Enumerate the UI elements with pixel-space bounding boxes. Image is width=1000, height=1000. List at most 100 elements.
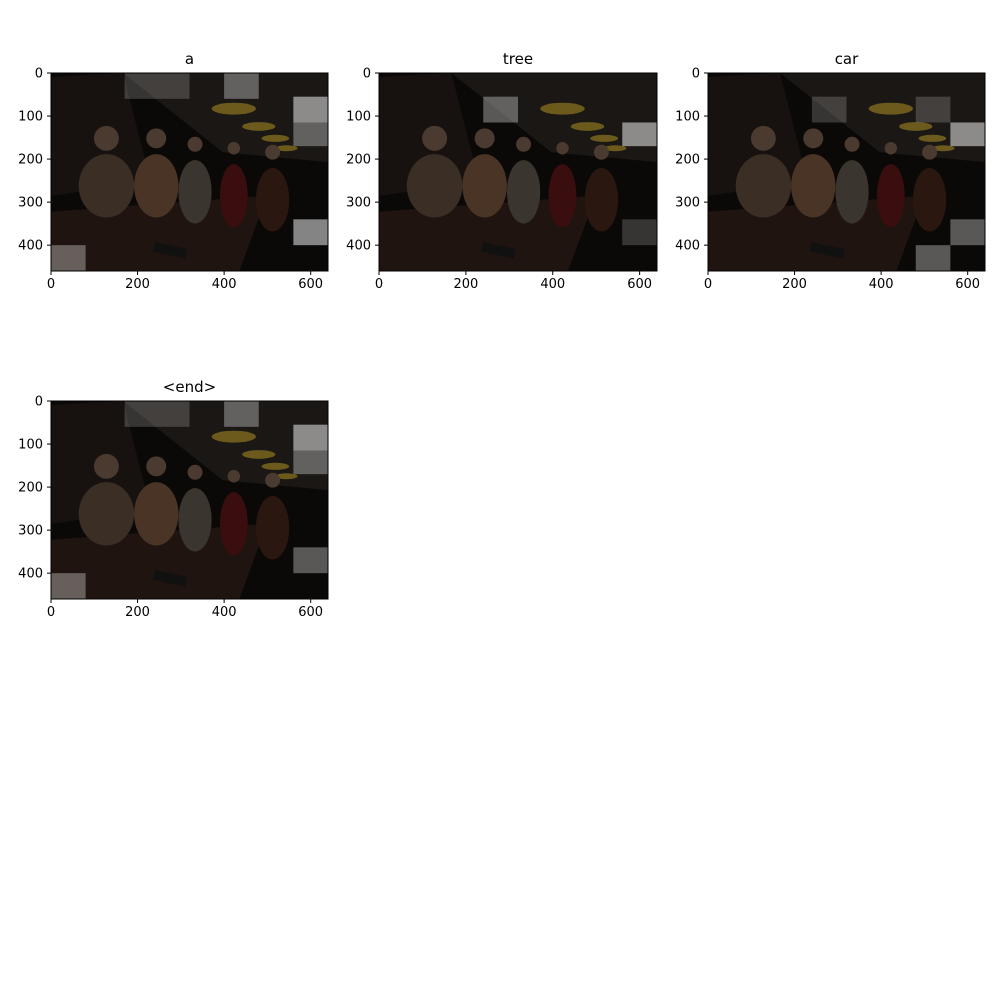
x-tick-label: 400 <box>540 277 565 292</box>
person-body <box>791 154 836 218</box>
x-tick-label: 600 <box>298 277 323 292</box>
ceiling-lamp <box>211 102 256 115</box>
y-tick-label: 400 <box>346 239 371 254</box>
attention-highlight <box>124 401 190 427</box>
ceiling-lamp <box>275 145 298 152</box>
attention-highlight <box>293 547 328 574</box>
person-body <box>835 160 869 224</box>
y-tick-label: 0 <box>692 67 700 82</box>
person-body <box>548 164 577 228</box>
y-tick-label: 100 <box>346 110 371 125</box>
y-tick-label: 400 <box>675 239 700 254</box>
attention-highlight <box>124 73 190 99</box>
person-body <box>584 168 619 232</box>
attention-highlight <box>915 96 951 123</box>
y-tick-label: 100 <box>18 438 43 453</box>
ceiling-lamp <box>275 473 298 480</box>
person-body <box>255 168 290 232</box>
person-head <box>227 142 241 155</box>
y-tick-label: 300 <box>346 196 371 211</box>
scene-photo <box>708 73 985 271</box>
person-head <box>922 144 938 160</box>
person-body <box>462 154 507 218</box>
ceiling-lamp <box>918 134 947 142</box>
person-head <box>93 453 119 479</box>
x-tick-label: 200 <box>782 277 807 292</box>
phone-on-bar <box>152 569 188 587</box>
person-head <box>93 125 119 151</box>
ceiling-lamp <box>242 450 276 459</box>
axes-frame <box>707 72 986 272</box>
attention-highlight <box>293 96 328 123</box>
attention-highlight <box>51 573 86 599</box>
y-tick-label: 400 <box>18 239 43 254</box>
subplot-panel: 0 200 400 600 0 100 200 300 400 car <box>675 50 986 292</box>
person-body <box>735 154 792 218</box>
y-tick-label: 300 <box>675 196 700 211</box>
person-head <box>146 128 167 149</box>
subplot-panel: 0 200 400 600 0 100 200 300 400 tree <box>346 50 658 292</box>
ceiling-lamp <box>261 462 290 470</box>
ceiling-lamp <box>242 122 276 131</box>
person-head <box>884 142 898 155</box>
person-body <box>78 154 135 218</box>
axes-frame <box>50 72 329 272</box>
x-tick-label: 200 <box>125 277 150 292</box>
axes-frame <box>378 72 658 272</box>
y-tick-label: 200 <box>18 481 43 496</box>
attention-highlight <box>622 122 657 147</box>
person-body <box>912 168 947 232</box>
person-head <box>750 125 776 151</box>
person-head <box>146 456 167 477</box>
person-body <box>78 482 135 546</box>
y-tick-label: 0 <box>363 67 371 82</box>
x-tick-label: 600 <box>627 277 652 292</box>
person-body <box>219 492 248 556</box>
attention-highlight <box>950 122 985 147</box>
ceiling-lamp <box>932 145 955 152</box>
attention-highlight <box>811 96 847 123</box>
subplot-title: a <box>185 50 194 68</box>
person-head <box>187 136 203 152</box>
person-body <box>506 160 541 224</box>
subplot-title: car <box>835 50 859 68</box>
attention-highlight <box>293 450 328 475</box>
y-tick-label: 400 <box>18 567 43 582</box>
attention-highlight <box>224 401 259 427</box>
person-head <box>422 125 448 151</box>
person-body <box>134 482 179 546</box>
scene-photo <box>51 401 328 599</box>
x-tick-label: 0 <box>375 277 383 292</box>
y-tick-label: 0 <box>35 67 43 82</box>
person-head <box>516 136 532 152</box>
person-body <box>876 164 905 228</box>
ceiling-lamp <box>899 122 933 131</box>
attention-highlight <box>483 96 518 123</box>
phone-on-bar <box>809 241 845 259</box>
y-tick-label: 100 <box>18 110 43 125</box>
x-tick-label: 600 <box>955 277 980 292</box>
x-tick-label: 600 <box>298 605 323 620</box>
x-tick-label: 200 <box>453 277 478 292</box>
phone-on-bar <box>152 241 188 259</box>
ceiling-lamp <box>590 134 619 142</box>
x-tick-label: 400 <box>212 605 237 620</box>
person-head <box>187 464 203 480</box>
person-head <box>265 472 281 488</box>
scene-photo <box>51 73 328 271</box>
ceiling-lamp <box>261 134 290 142</box>
attention-highlight <box>51 245 86 271</box>
person-head <box>593 144 609 160</box>
attention-highlight <box>293 219 328 246</box>
person-head <box>556 141 569 155</box>
person-body <box>406 154 463 218</box>
subplot-panel: 0 200 400 600 0 100 200 300 400 <end> <box>18 378 329 620</box>
ceiling-lamp <box>211 430 256 443</box>
y-tick-label: 200 <box>18 153 43 168</box>
axes-frame <box>50 400 329 600</box>
phone-on-bar <box>481 241 516 259</box>
y-tick-label: 300 <box>18 196 43 211</box>
subplot-title: <end> <box>163 378 216 396</box>
x-tick-label: 0 <box>47 277 55 292</box>
